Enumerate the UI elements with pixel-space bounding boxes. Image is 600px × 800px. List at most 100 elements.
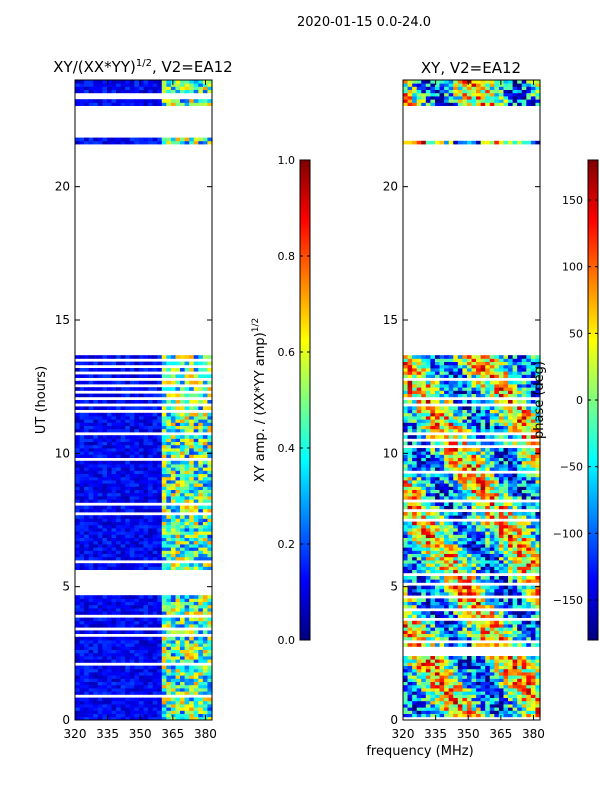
heatmap-cell [106,553,113,558]
heatmap-cell [88,400,94,404]
heatmap-cell [430,515,436,519]
heatmap-cell [102,515,108,519]
heatmap-cell [138,598,145,602]
heatmap-cell [466,480,473,484]
heatmap-cell [198,476,204,481]
heatmap-cell [471,486,477,490]
heatmap-cell [102,416,108,420]
heatmap-cell [166,652,172,657]
heatmap-cell [170,464,177,468]
heatmap-cell [202,704,209,708]
heatmap-cell [471,540,477,545]
heatmap-cell [407,556,413,561]
heatmap-cell [521,585,527,590]
heatmap-cell [79,419,85,423]
heatmap-cell [526,624,532,628]
heatmap-cell [152,454,158,458]
heatmap-cell [106,451,113,455]
heatmap-cell [494,684,500,689]
heatmap-cell [106,515,113,519]
heatmap-cell [116,428,122,433]
heatmap-cell [175,710,181,714]
heatmap-cell [430,528,436,532]
heatmap-cell [184,355,190,359]
heatmap-cell [202,435,209,439]
heatmap-cell [170,691,177,695]
heatmap-cell [88,624,94,628]
heatmap-cell [138,531,145,535]
heatmap-cell [75,99,81,103]
heatmap-cell [508,473,514,478]
heatmap-cell [129,707,135,711]
heatmap-cell [521,556,527,561]
heatmap-cell [403,550,409,554]
heatmap-cell [102,380,108,385]
heatmap-cell [84,102,90,106]
heatmap-cell [512,684,518,689]
heatmap-cell [84,80,90,84]
heatmap-cell [198,486,204,490]
heatmap-cell [193,400,199,404]
heatmap-cell [161,649,167,654]
heatmap-cell [106,563,113,567]
heatmap-cell [79,691,85,695]
heatmap-cell [480,704,486,708]
heatmap-cell [403,563,409,567]
heatmap-cell [75,483,81,487]
heatmap-cell [111,563,117,567]
heatmap-cell [526,588,532,593]
heatmap-cell [88,534,94,538]
heatmap-cell [202,441,209,446]
heatmap-cell [75,521,81,526]
heatmap-cell [498,697,505,702]
heatmap-cell [453,454,459,458]
heatmap-cell [494,707,500,711]
heatmap-cell [189,620,195,625]
heatmap-cell [202,428,209,433]
heatmap-cell [180,454,186,458]
heatmap-cell [434,457,441,462]
heatmap-cell [530,675,537,679]
heatmap-cell [129,550,135,554]
heatmap-cell [535,585,541,590]
heatmap-cell [407,656,413,660]
heatmap-cell [184,547,190,551]
heatmap-cell [175,438,181,442]
heatmap-cell [157,492,163,497]
heatmap-cell [138,102,145,106]
heatmap-cell [180,624,186,628]
heatmap-cell [444,515,450,519]
heatmap-cell [193,700,199,705]
heatmap-cell [462,688,468,692]
heatmap-cell [421,515,427,519]
heatmap-cell [143,550,149,554]
heatmap-cell [138,444,145,449]
heatmap-cell [416,512,422,516]
heatmap-cell [457,713,463,718]
heatmap-cell [453,707,459,711]
heatmap-cell [152,697,158,702]
heatmap-cell [476,486,482,490]
heatmap-cell [530,467,537,471]
heatmap-cell [106,361,113,366]
heatmap-cell [111,697,117,702]
heatmap-cell [157,483,163,487]
heatmap-cell [416,688,422,692]
heatmap-cell [97,646,103,650]
heatmap-cell [180,704,186,708]
heatmap-cell [207,419,213,423]
heatmap-cell [106,416,113,420]
heatmap-cell [152,716,158,721]
heatmap-cell [93,684,99,689]
heatmap-cell [466,688,473,692]
heatmap-cell [120,620,126,625]
heatmap-cell [116,678,122,682]
heatmap-cell [198,553,204,558]
heatmap-cell [79,672,85,676]
heatmap-cell [412,592,418,596]
heatmap-cell [198,640,204,644]
heatmap-cell [116,617,122,622]
heatmap-cell [129,704,135,708]
heatmap-cell [508,537,514,542]
heatmap-cell [143,422,149,426]
